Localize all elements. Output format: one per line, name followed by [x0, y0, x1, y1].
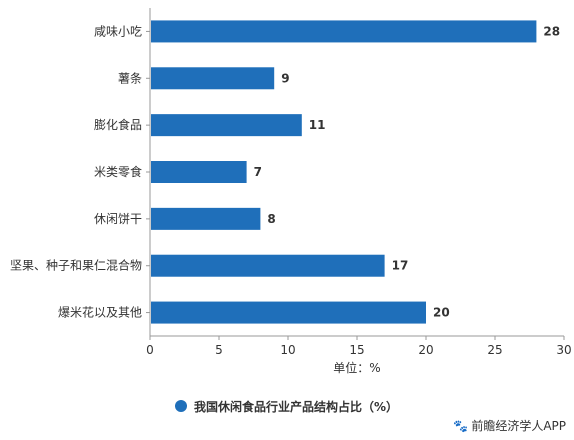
legend: 我国休闲食品行业产品结构占比（%） — [175, 399, 398, 414]
paw-icon: 🐾 — [453, 419, 469, 433]
source-text: 前瞻经济学人APP — [471, 419, 566, 433]
x-tick-label: 30 — [556, 343, 571, 357]
x-axis-title: 单位：% — [333, 360, 380, 375]
category-label: 咸味小吃 — [94, 24, 142, 38]
legend-label: 我国休闲食品行业产品结构占比（%） — [194, 399, 398, 414]
data-label: 7 — [254, 165, 262, 179]
bar — [151, 301, 426, 324]
x-tick-label: 15 — [349, 343, 364, 357]
data-label: 17 — [392, 259, 409, 273]
category-label: 米类零食 — [94, 164, 142, 179]
data-label: 9 — [281, 71, 289, 85]
x-tick-label: 20 — [418, 343, 433, 357]
data-label: 28 — [543, 24, 560, 38]
category-label: 坚果、种子和果仁混合物 — [10, 258, 142, 273]
data-label: 11 — [309, 118, 326, 132]
source-credit: 🐾 前瞻经济学人APP — [453, 417, 566, 434]
x-tick-label: 0 — [146, 343, 154, 357]
data-label: 20 — [433, 306, 450, 320]
x-tick-label: 10 — [280, 343, 295, 357]
legend-marker — [175, 400, 187, 412]
bar — [151, 161, 247, 183]
x-tick-label: 25 — [487, 343, 502, 357]
category-label: 薯条 — [118, 71, 142, 85]
bar — [151, 207, 261, 230]
bar — [151, 67, 275, 90]
bar — [151, 20, 537, 43]
category-label: 膨化食品 — [94, 117, 142, 132]
bar — [151, 254, 385, 277]
data-label: 8 — [267, 212, 275, 226]
bar — [151, 114, 302, 137]
category-label: 休闲饼干 — [94, 212, 142, 226]
x-tick-label: 5 — [215, 343, 223, 357]
category-label: 爆米花以及其他 — [58, 305, 142, 320]
